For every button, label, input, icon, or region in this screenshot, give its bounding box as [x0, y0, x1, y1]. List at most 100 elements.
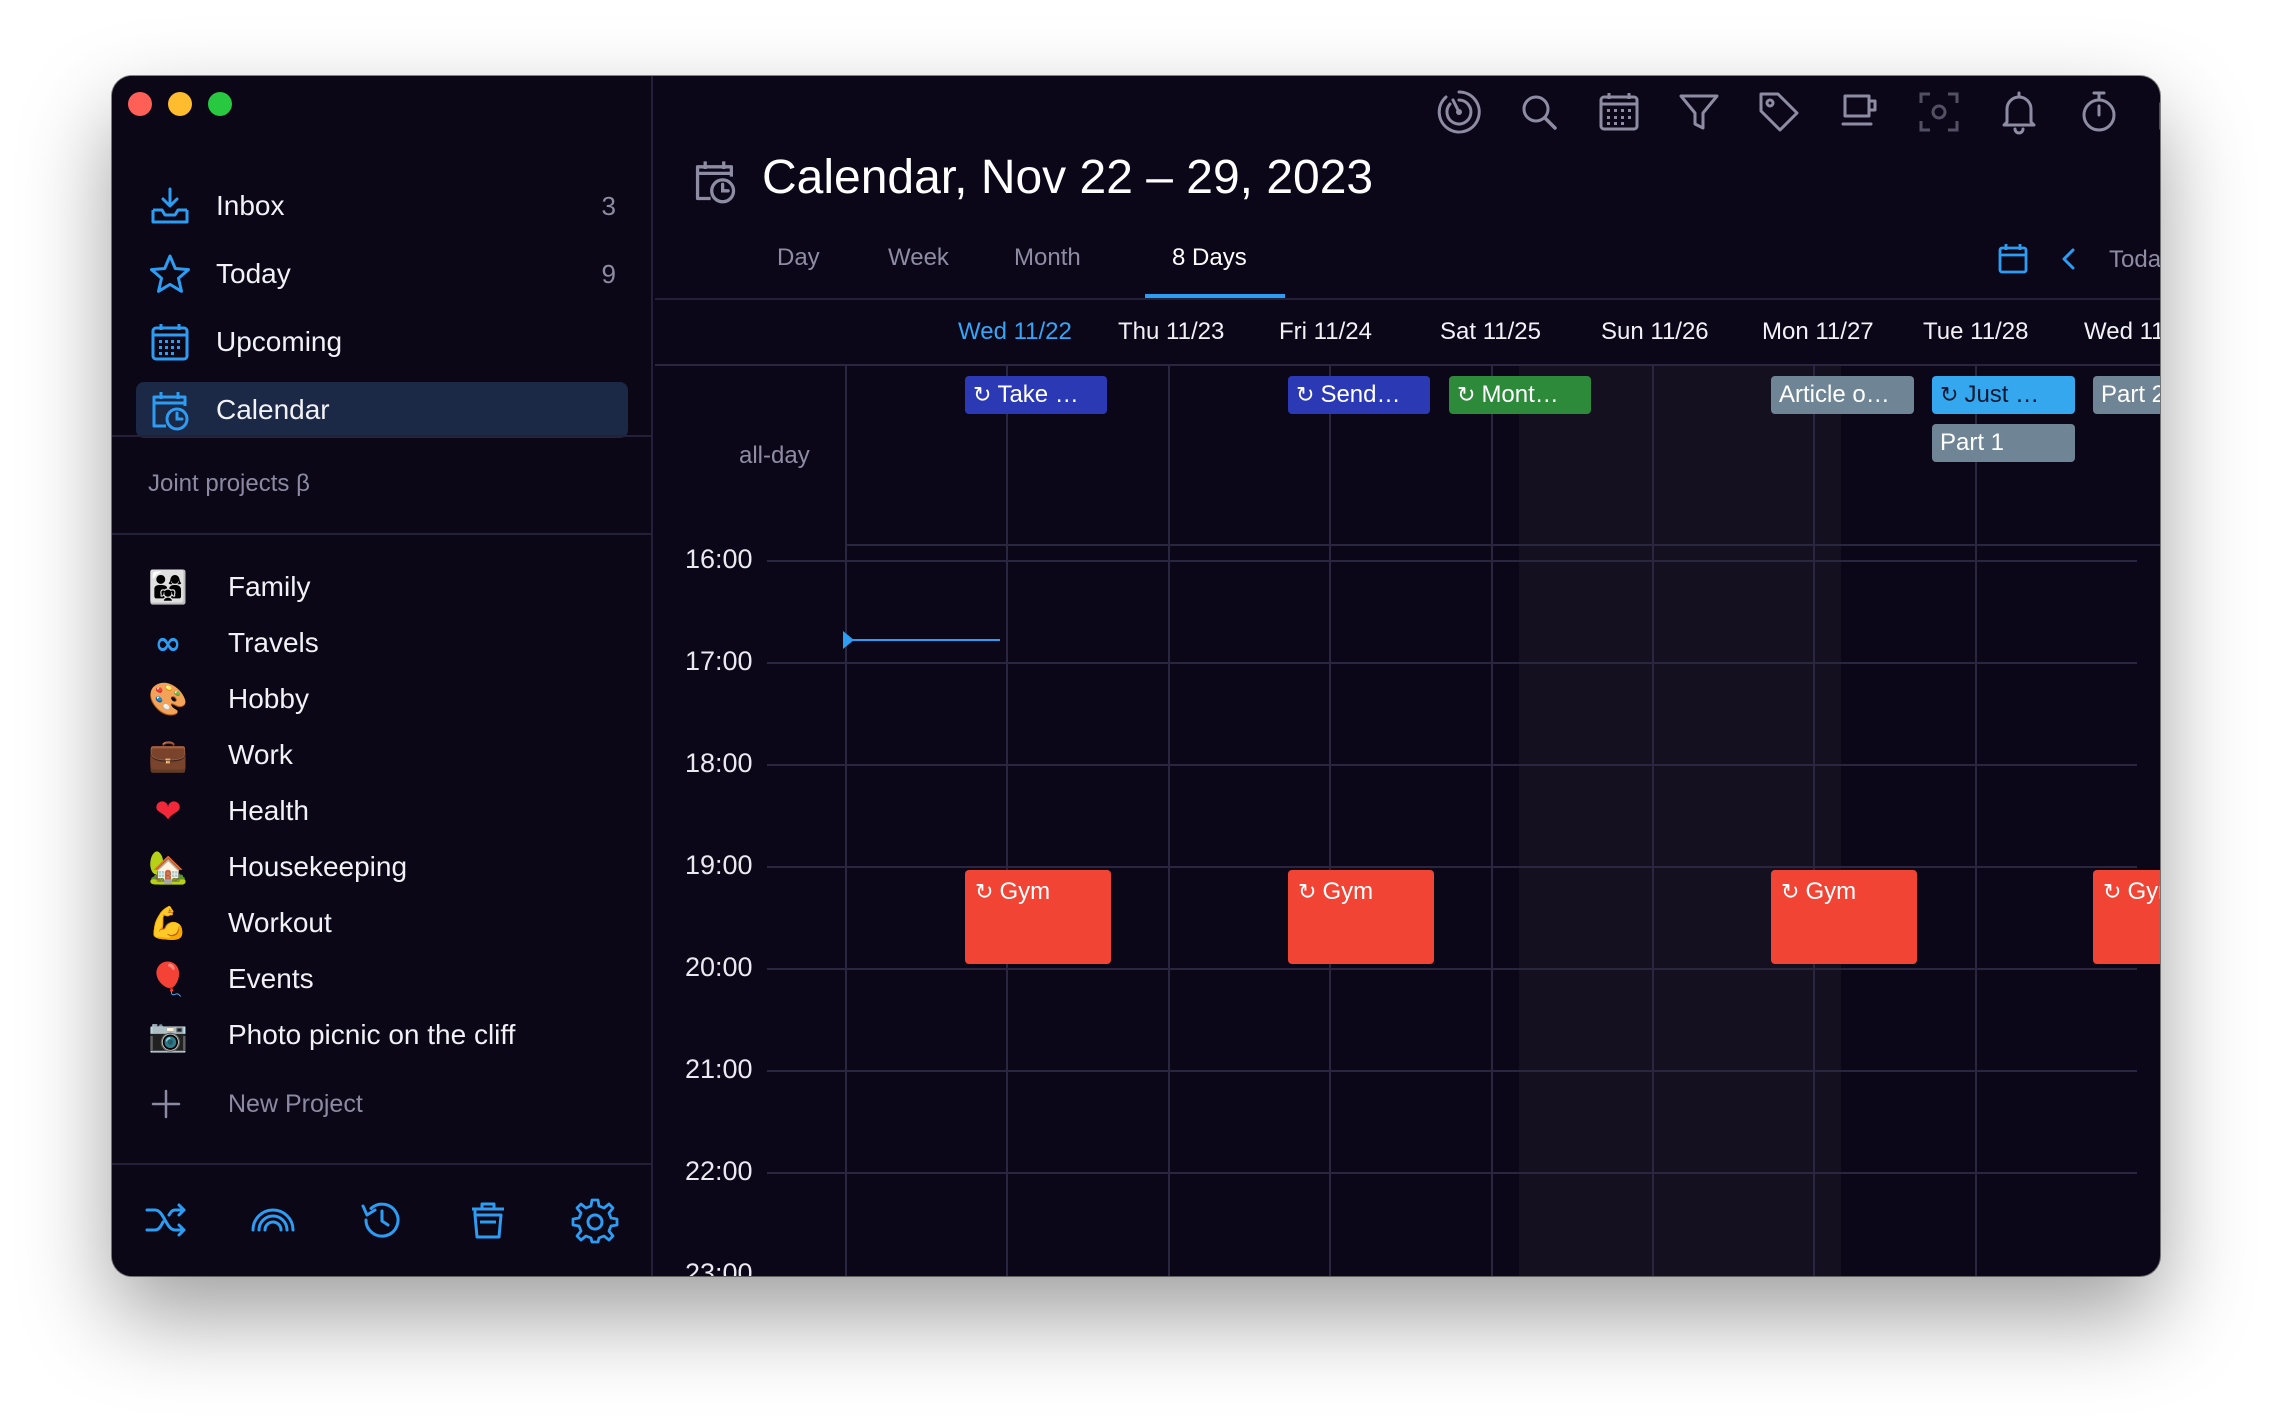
rainbow-icon[interactable] [249, 1196, 297, 1244]
app-window: Inbox 3 Today 9 Upcoming [112, 76, 2160, 1276]
project-hobby[interactable]: 🎨 Hobby [148, 674, 628, 724]
tab-day[interactable]: Day [777, 244, 820, 271]
tab-week[interactable]: Week [888, 244, 949, 271]
all-day-event[interactable]: ↻ Mont… [1449, 376, 1591, 414]
sidebar-item-inbox[interactable]: Inbox 3 [136, 178, 628, 234]
repeat-icon: ↻ [1298, 880, 1317, 905]
calendar-icon[interactable] [1595, 88, 1643, 136]
trash-icon[interactable] [464, 1196, 512, 1244]
day-header[interactable]: Wed 11/22 [958, 318, 1072, 345]
section-title-joint-projects: Joint projects β [148, 470, 310, 497]
sidebar-item-label: Today [216, 258, 291, 289]
coffee-cup-icon[interactable] [1835, 88, 1883, 136]
all-day-event[interactable]: Part 1 [1932, 424, 2075, 462]
day-header[interactable]: Sun 11/26 [1601, 318, 1709, 345]
chevron-left-icon[interactable] [2051, 241, 2087, 277]
flexed-biceps-icon: 💪 [148, 904, 188, 942]
sidebar-divider [112, 533, 653, 535]
timed-event[interactable]: ↻Gym [2093, 870, 2160, 964]
focus-radar-icon[interactable] [1435, 88, 1483, 136]
day-header[interactable]: Fri 11/24 [1279, 318, 1372, 345]
all-day-event[interactable]: ↻ Send… [1288, 376, 1430, 414]
project-label: Hobby [228, 683, 309, 714]
project-label: Housekeeping [228, 851, 408, 882]
timed-event[interactable]: ↻Gym [1288, 870, 1434, 964]
project-workout[interactable]: 💪 Workout [148, 898, 628, 948]
active-tab-indicator [1145, 294, 1285, 298]
new-project-label: New Project [228, 1089, 363, 1118]
day-header[interactable]: Thu 11/23 [1118, 318, 1225, 345]
sidebar-item-label: Inbox [216, 190, 285, 221]
sidebar-divider [112, 435, 653, 437]
project-travels[interactable]: ∞ Travels [148, 618, 628, 668]
project-label: Events [228, 963, 314, 994]
event-title: Mont… [1481, 381, 1559, 408]
event-title: Take … [997, 381, 1079, 408]
repeat-icon: ↻ [973, 382, 992, 408]
project-label: Workout [228, 907, 332, 938]
all-day-event[interactable]: Article o… [1771, 376, 1914, 414]
sidebar-item-today[interactable]: Today 9 [136, 246, 628, 302]
history-icon[interactable] [357, 1196, 405, 1244]
project-housekeeping[interactable]: 🏡 Housekeeping [148, 842, 628, 892]
project-health[interactable]: ❤ Health [148, 786, 628, 836]
shuffle-icon[interactable] [142, 1196, 190, 1244]
filter-icon[interactable] [1675, 88, 1723, 136]
timed-event[interactable]: ↻Gym [1771, 870, 1917, 964]
event-title: Part 1 [1940, 429, 2005, 456]
day-header[interactable]: Mon 11/27 [1762, 318, 1874, 345]
project-label: Travels [228, 627, 319, 658]
sidebar-divider [112, 1163, 653, 1165]
repeat-icon: ↻ [1940, 382, 1959, 408]
hour-label: 16:00 [685, 544, 753, 574]
all-day-event[interactable]: ↻ Take … [965, 376, 1107, 414]
event-title: Gym [999, 878, 1051, 905]
hour-label: 22:00 [685, 1156, 753, 1186]
all-day-label: all-day [739, 442, 810, 469]
tag-icon[interactable] [1755, 88, 1803, 136]
star-icon [150, 254, 190, 293]
infinity-icon: ∞ [154, 624, 182, 662]
current-time-line [846, 639, 1000, 641]
all-day-event[interactable]: Part 2 [2093, 376, 2160, 414]
all-day-event[interactable]: ↻ Just … [1932, 376, 2075, 414]
bell-icon[interactable] [1995, 88, 2043, 136]
day-header[interactable]: Wed 11/29 [2084, 318, 2160, 345]
heart-icon: ❤ [154, 792, 182, 830]
zoom-window-button[interactable] [208, 92, 232, 116]
sidebar-item-calendar[interactable]: Calendar [136, 382, 628, 438]
minimize-window-button[interactable] [168, 92, 192, 116]
project-photo-picnic[interactable]: 📷 Photo picnic on the cliff [148, 1010, 628, 1060]
date-picker-icon[interactable] [1995, 241, 2031, 277]
project-label: Photo picnic on the cliff [228, 1019, 516, 1050]
calendar-clock-icon [152, 392, 189, 431]
new-project-button[interactable]: New Project [148, 1084, 363, 1124]
project-label: Work [228, 739, 293, 770]
project-family[interactable]: 👨‍👩‍👧 Family [148, 562, 628, 612]
search-icon[interactable] [1515, 88, 1563, 136]
hour-label: 23:00 [685, 1258, 753, 1276]
close-window-button[interactable] [128, 92, 152, 116]
project-work[interactable]: 💼 Work [148, 730, 628, 780]
gear-icon[interactable] [571, 1196, 619, 1244]
event-title: Article o… [1779, 381, 1890, 408]
hour-label: 21:00 [685, 1054, 753, 1084]
today-button[interactable]: Today [2109, 246, 2160, 273]
focus-frame-icon[interactable] [1915, 88, 1963, 136]
day-header[interactable]: Sat 11/25 [1440, 318, 1541, 345]
stopwatch-icon[interactable] [2075, 88, 2123, 136]
inbox-icon [151, 187, 189, 224]
windows-icon[interactable] [2155, 88, 2160, 136]
event-title: Just … [1964, 381, 2040, 408]
repeat-icon: ↻ [1781, 880, 1800, 905]
sidebar-item-upcoming[interactable]: Upcoming [136, 314, 628, 370]
event-title: Gym [2127, 878, 2160, 905]
day-header[interactable]: Tue 11/28 [1923, 318, 2029, 345]
project-events[interactable]: 🎈 Events [148, 954, 628, 1004]
project-label: Family [228, 571, 311, 602]
page-title: Calendar, Nov 22 – 29, 2023 [762, 151, 1374, 204]
tab-8-days[interactable]: 8 Days [1172, 244, 1247, 271]
calendar-clock-icon [695, 161, 736, 204]
tab-month[interactable]: Month [1014, 244, 1081, 271]
timed-event[interactable]: ↻Gym [965, 870, 1111, 964]
